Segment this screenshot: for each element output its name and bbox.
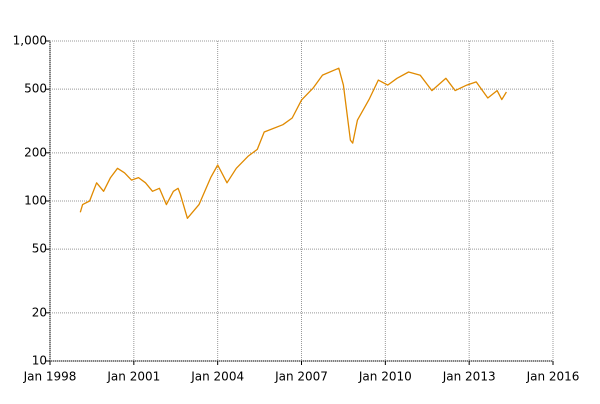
data-line <box>79 67 507 219</box>
y-tick-label: 500 <box>24 82 47 96</box>
x-tick-label: Jan 2001 <box>106 370 160 384</box>
y-tick-label: 100 <box>24 194 47 208</box>
x-tick-label: Jan 1998 <box>23 370 77 384</box>
y-tick-label: 50 <box>32 242 47 256</box>
y-tick-label: 20 <box>32 305 47 319</box>
y-tick-label: 10 <box>32 354 47 368</box>
x-tick-label: Jan 2016 <box>526 370 580 384</box>
y-tick-label: 200 <box>24 145 47 159</box>
y-tick-label: 1,000 <box>13 34 47 48</box>
x-tick-label: Jan 2013 <box>442 370 496 384</box>
x-tick-label: Jan 2007 <box>274 370 328 384</box>
x-tick-label: Jan 2004 <box>190 370 244 384</box>
x-tick-label: Jan 2010 <box>358 370 412 384</box>
